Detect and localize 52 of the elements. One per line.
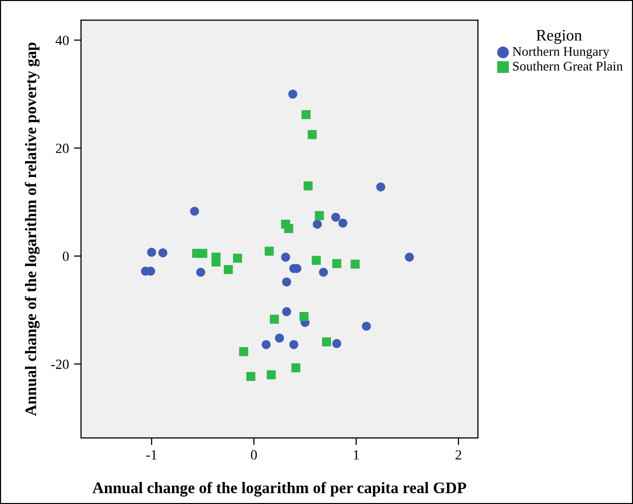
x-tick-label: 2 <box>456 450 462 460</box>
point <box>190 206 200 216</box>
point <box>158 248 168 258</box>
point <box>350 260 360 269</box>
point <box>332 259 342 268</box>
point <box>284 224 294 234</box>
point <box>289 340 298 350</box>
point <box>404 252 414 262</box>
point <box>304 181 313 190</box>
y-tick-label: -20 <box>51 360 69 369</box>
point <box>291 363 300 372</box>
y-tick-label: 0 <box>62 252 69 262</box>
point <box>312 256 321 265</box>
point <box>318 268 328 277</box>
point <box>224 265 233 274</box>
point <box>338 218 348 228</box>
point <box>332 339 342 348</box>
point <box>300 312 309 322</box>
point <box>308 130 317 140</box>
x-tick-label: -1 <box>146 450 157 460</box>
legend-label: Northern Hungary <box>512 46 610 59</box>
point <box>281 252 290 262</box>
point <box>282 307 292 316</box>
point <box>266 370 276 380</box>
point <box>147 248 156 257</box>
y-axis-title: Annual change of the logarithm of relative poverty gap <box>24 42 40 416</box>
point <box>239 347 248 356</box>
x-tick-label: 0 <box>250 450 257 460</box>
legend-title: Region <box>536 30 582 44</box>
y-tick-label: 40 <box>56 36 69 46</box>
point <box>331 212 340 222</box>
point <box>233 254 242 263</box>
point <box>196 268 206 277</box>
point <box>198 248 208 258</box>
point <box>270 314 279 324</box>
point <box>264 246 274 256</box>
point <box>274 334 284 343</box>
point <box>314 211 324 220</box>
y-tick-label: 20 <box>56 144 69 154</box>
point <box>246 372 256 381</box>
point <box>282 277 292 286</box>
x-axis-title: Annual change of the logarithm of per capita real GDP <box>92 482 466 497</box>
point <box>302 110 311 120</box>
legend-label: Southern Great Plain <box>513 61 623 71</box>
point <box>322 337 332 346</box>
point <box>376 182 386 192</box>
point <box>212 257 221 266</box>
point <box>312 220 322 229</box>
point <box>262 340 271 350</box>
x-tick-label: 1 <box>354 450 359 460</box>
point <box>362 322 371 331</box>
point <box>288 90 298 99</box>
